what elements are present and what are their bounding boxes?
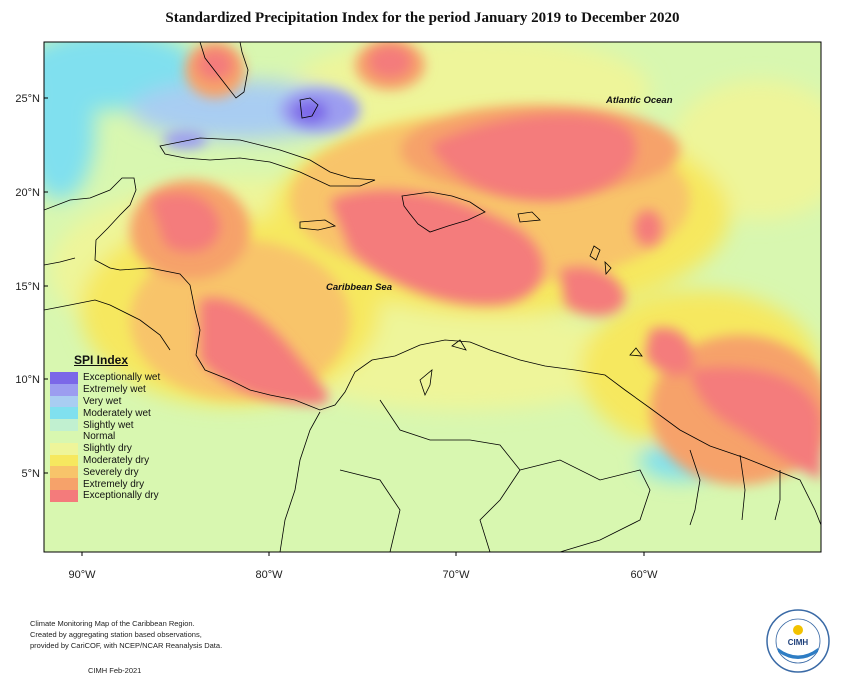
legend-label: Exceptionally wet	[83, 372, 161, 384]
longitude-ticks: 90°W 80°W 70°W 60°W	[68, 552, 658, 581]
legend-label: Very wet	[83, 395, 122, 407]
legend-swatch	[50, 466, 78, 479]
legend-label: Moderately dry	[83, 454, 150, 466]
legend-swatch	[50, 430, 78, 443]
atlantic-ocean-label: Atlantic Ocean	[605, 95, 673, 106]
caribbean-sea-label: Caribbean Sea	[326, 282, 392, 293]
legend-item: Extremely dry	[50, 478, 170, 490]
legend-swatch	[50, 372, 78, 384]
legend-label: Extremely dry	[83, 478, 145, 490]
spi-legend: SPI Index Exceptionally wet Extremely wet…	[50, 353, 170, 502]
legend-item: Normal	[50, 430, 170, 443]
legend-label: Slightly dry	[83, 443, 132, 455]
legend-label: Severely dry	[83, 466, 139, 478]
legend-item: Very wet	[50, 395, 170, 408]
legend-item: Moderately wet	[50, 407, 170, 420]
sun-icon	[793, 625, 803, 635]
latitude-label: 5°N	[22, 468, 41, 480]
legend-swatch	[50, 395, 78, 408]
longitude-label: 90°W	[68, 569, 96, 581]
legend-label: Normal	[83, 431, 116, 443]
legend-label: Exceptionally dry	[83, 490, 159, 502]
cimh-logo: CIMH	[766, 609, 830, 673]
longitude-label: 70°W	[442, 569, 470, 581]
legend-swatch	[50, 454, 78, 467]
latitude-label: 20°N	[15, 187, 40, 199]
logo-text: CIMH	[788, 638, 809, 647]
legend-item: Severely dry	[50, 466, 170, 479]
legend-label: Moderately wet	[83, 407, 151, 419]
latitude-label: 25°N	[15, 93, 40, 105]
legend-item: Extremely wet	[50, 383, 170, 396]
latitude-label: 10°N	[15, 374, 40, 386]
footer-credit: CIMH Feb-2021	[88, 666, 142, 675]
legend-swatch	[50, 407, 78, 420]
legend-swatch	[50, 442, 78, 455]
footer-line: Created by aggregating station based obs…	[30, 630, 202, 639]
spi-field	[44, 42, 821, 552]
latitude-label: 15°N	[15, 281, 40, 293]
footer-note: Climate Monitoring Map of the Caribbean …	[30, 618, 290, 651]
map-title: Standardized Precipitation Index for the…	[165, 10, 680, 26]
latitude-ticks: 25°N 20°N 15°N 10°N 5°N	[15, 93, 48, 480]
coastlines	[44, 42, 821, 552]
legend-swatch	[50, 478, 78, 490]
legend-rows: Exceptionally wet Extremely wet Very wet Mo…	[50, 372, 170, 502]
footer-line: provided by CariCOF, with NCEP/NCAR Rean…	[30, 641, 223, 650]
legend-swatch	[50, 489, 78, 502]
legend-title: SPI Index	[74, 353, 129, 367]
longitude-label: 60°W	[630, 569, 658, 581]
legend-item: Slightly wet	[50, 419, 170, 431]
legend-swatch	[50, 383, 78, 396]
legend-label: Slightly wet	[83, 419, 134, 431]
legend-item: Slightly dry	[50, 442, 170, 455]
legend-item: Exceptionally wet	[50, 372, 170, 384]
legend-item: Exceptionally dry	[50, 489, 170, 502]
legend-label: Extremely wet	[83, 384, 146, 396]
footer-line: Climate Monitoring Map of the Caribbean …	[30, 619, 195, 628]
legend-swatch	[50, 419, 78, 431]
legend-item: Moderately dry	[50, 454, 170, 467]
longitude-label: 80°W	[255, 569, 283, 581]
